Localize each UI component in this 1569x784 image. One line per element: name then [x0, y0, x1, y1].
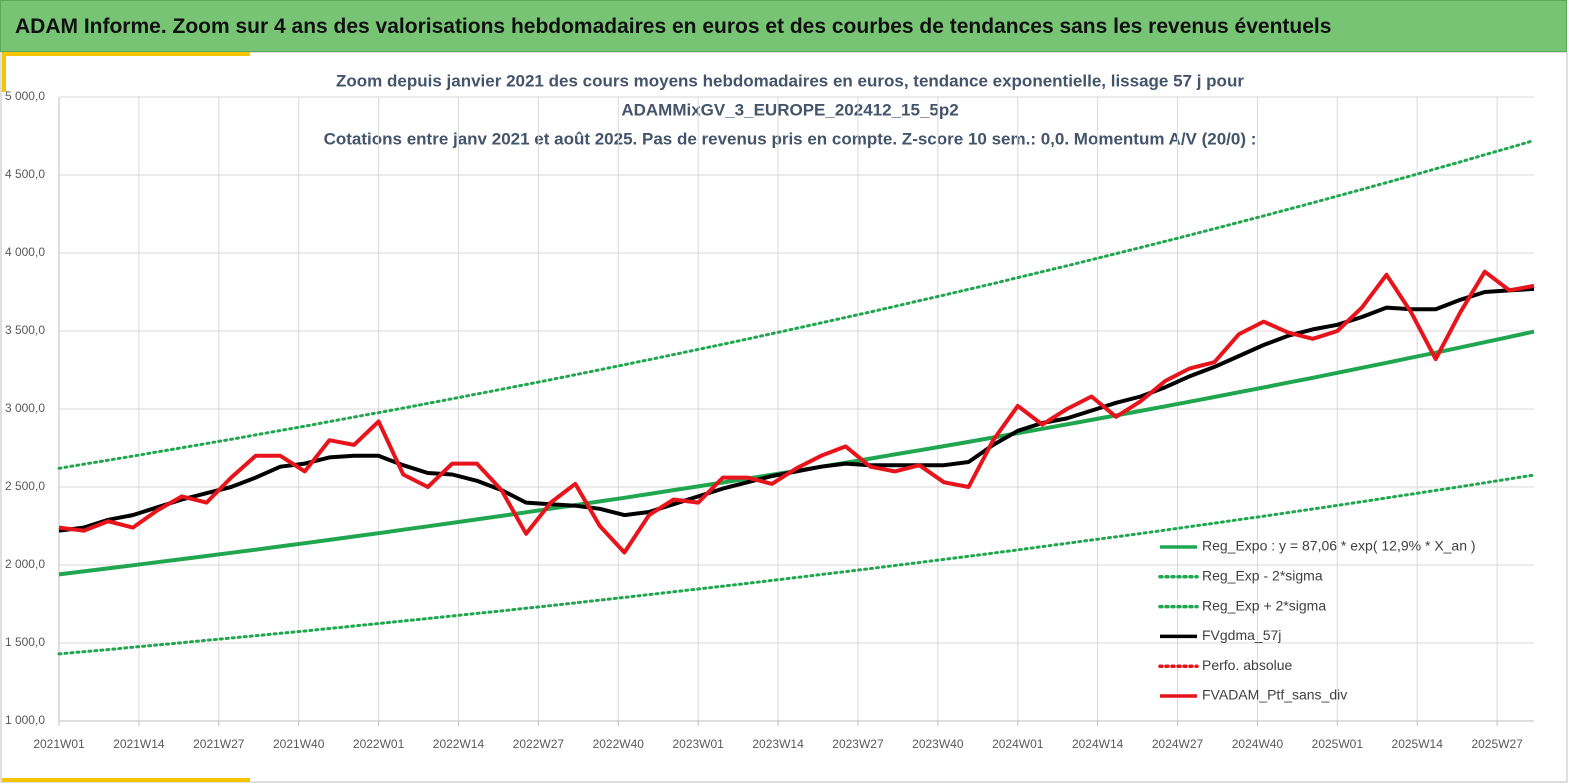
legend-label: Perfo. absolue: [1202, 657, 1292, 673]
accent: [2, 778, 250, 782]
legend-label: FVgdma_57j: [1202, 627, 1281, 643]
accent: [2, 52, 250, 56]
y-tick-label: 1 000,0: [5, 713, 45, 727]
x-tick-label: 2025W01: [1312, 737, 1364, 751]
y-tick-label: 3 000,0: [5, 401, 45, 415]
y-tick-label: 4 500,0: [5, 167, 45, 181]
y-tick-label: 1 500,0: [5, 635, 45, 649]
legend-label: Reg_Exp + 2*sigma: [1202, 597, 1326, 613]
y-tick-label: 4 000,0: [5, 245, 45, 259]
x-tick-label: 2021W14: [113, 737, 165, 751]
y-tick-label: 2 000,0: [5, 557, 45, 571]
x-tick-label: 2023W01: [672, 737, 724, 751]
legend-label: FVADAM_Ptf_sans_div: [1202, 687, 1347, 703]
y-tick-label: 2 500,0: [5, 479, 45, 493]
x-tick-label: 2021W01: [33, 737, 85, 751]
chart: Zoom depuis janvier 2021 des cours moyen…: [0, 52, 1568, 783]
x-tick-label: 2022W40: [593, 737, 645, 751]
x-tick-label: 2024W40: [1232, 737, 1284, 751]
y-tick-label: 3 500,0: [5, 323, 45, 337]
x-tick-label: 2022W27: [513, 737, 565, 751]
accent: [2, 52, 6, 92]
x-tick-label: 2023W40: [912, 737, 964, 751]
chart-frame: [0, 52, 1568, 783]
x-tick-label: 2022W01: [353, 737, 405, 751]
x-tick-label: 2025W27: [1471, 737, 1523, 751]
y-tick-label: 5 000,0: [5, 89, 45, 103]
x-tick-label: 2023W14: [752, 737, 804, 751]
x-tick-label: 2021W27: [193, 737, 245, 751]
series-line: [58, 286, 1535, 533]
x-tick-label: 2025W14: [1392, 737, 1444, 751]
chart-title: ADAMMixGV_3_EUROPE_202412_15_5p2: [621, 100, 958, 119]
x-tick-label: 2022W14: [433, 737, 485, 751]
series-line: [57, 139, 1536, 470]
chart-title: Cotations entre janv 2021 et août 2025. …: [324, 129, 1257, 148]
banner: ADAM Informe. Zoom sur 4 ans des valoris…: [0, 0, 1567, 52]
x-tick-label: 2024W14: [1072, 737, 1124, 751]
x-tick-label: 2021W40: [273, 737, 325, 751]
chart-title: Zoom depuis janvier 2021 des cours moyen…: [336, 71, 1244, 90]
page-title: ADAM Informe. Zoom sur 4 ans des valoris…: [15, 15, 1332, 38]
legend-label: Reg_Exp - 2*sigma: [1202, 568, 1323, 584]
series-line: [57, 473, 1536, 656]
legend-label: Reg_Expo : y = 87,06 * exp( 12,9% * X_an…: [1202, 538, 1476, 554]
x-tick-label: 2023W27: [832, 737, 884, 751]
series-line: [58, 269, 1535, 555]
x-tick-label: 2024W27: [1152, 737, 1204, 751]
x-tick-label: 2024W01: [992, 737, 1044, 751]
